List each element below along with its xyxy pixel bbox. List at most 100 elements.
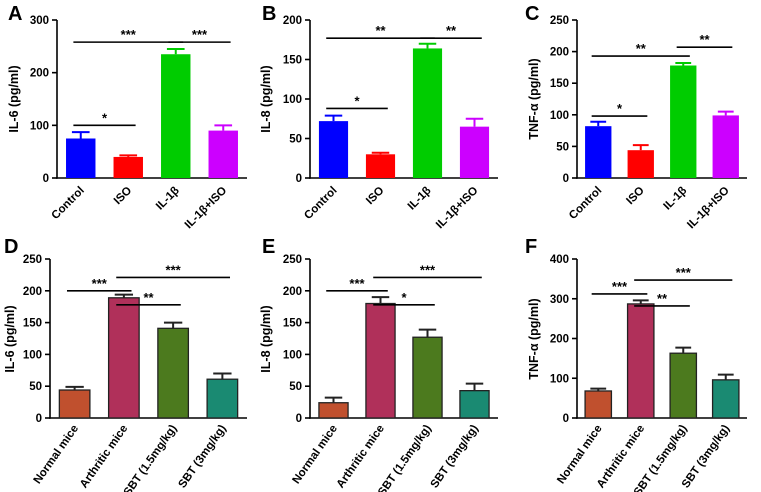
- significance-label: **: [375, 23, 386, 38]
- bar: [318, 402, 349, 419]
- bar: [585, 126, 612, 178]
- bar: [161, 54, 191, 178]
- panel-d: D IL-6 (pg/ml) 0 50 100 150 200 250 Normal miceA…: [3, 236, 247, 492]
- y-axis-label: IL-6 (pg/ml): [3, 305, 17, 372]
- panel-letter: E: [262, 236, 275, 258]
- bar: [584, 390, 613, 419]
- significance-label: ***: [612, 279, 628, 294]
- bar: [670, 65, 697, 178]
- panel-letter: D: [4, 236, 18, 258]
- x-category-label: SBT (1.5mg/kg): [376, 423, 434, 492]
- significance-label: ***: [192, 27, 208, 42]
- y-tick-label: 100: [283, 94, 302, 106]
- y-tick-label: 0: [563, 413, 569, 425]
- x-category-label: IL-1β: [154, 185, 182, 213]
- significance-label: ***: [121, 27, 137, 42]
- significance-label: *: [102, 110, 108, 125]
- panel-letter: F: [525, 236, 537, 258]
- bar: [107, 297, 140, 419]
- y-tick-label: 100: [23, 349, 42, 361]
- panel-b: B IL-8 (pg/ml) 0 50 100 150 200 Control ISO IL-1β…: [259, 3, 498, 231]
- y-tick-label: 200: [550, 47, 569, 59]
- y-tick-label: 300: [550, 294, 569, 306]
- bar: [412, 48, 443, 178]
- y-tick-label: 150: [283, 55, 302, 67]
- significance-label: ***: [676, 265, 692, 280]
- y-tick-label: 200: [30, 68, 49, 80]
- y-tick-label: 0: [43, 173, 49, 185]
- y-tick-label: 100: [550, 373, 569, 385]
- y-axis-label: IL-8 (pg/ml): [259, 305, 273, 372]
- significance-label: ***: [349, 276, 365, 291]
- bar: [711, 379, 740, 419]
- bar: [58, 389, 91, 419]
- x-category-label: IL-1β+ISO: [685, 185, 732, 232]
- y-tick-label: 0: [296, 173, 302, 185]
- x-category-label: Control: [567, 185, 604, 222]
- bar: [365, 154, 396, 178]
- significance-label: **: [446, 23, 457, 38]
- x-category-label: ISO: [112, 185, 135, 208]
- x-category-label: Control: [49, 185, 86, 222]
- y-tick-label: 0: [563, 173, 569, 185]
- bar: [318, 121, 349, 178]
- significance-label: **: [636, 41, 647, 56]
- bar: [627, 150, 654, 178]
- y-axis-label: TNF-α (pg/ml): [527, 298, 541, 379]
- bar: [66, 138, 96, 178]
- x-category-label: SBT (3mg/kg): [176, 423, 228, 491]
- bar: [206, 378, 239, 419]
- x-category-label: SBT (1.5mg/kg): [122, 423, 180, 492]
- significance-label: ***: [166, 262, 182, 277]
- y-tick-label: 150: [23, 318, 42, 330]
- x-category-label: Normal mice: [32, 423, 81, 486]
- y-tick-label: 50: [289, 381, 302, 393]
- x-category-label: SBT (3mg/kg): [680, 423, 732, 491]
- bar: [365, 302, 396, 419]
- x-category-label: IL-1β: [406, 185, 434, 213]
- y-tick-label: 250: [283, 254, 302, 266]
- x-category-label: Arthritic mice: [78, 423, 130, 491]
- y-tick-label: 300: [30, 15, 49, 27]
- bar: [157, 327, 190, 419]
- y-tick-label: 150: [550, 78, 569, 90]
- panel-c: C TNF-α (pg/ml) 0 50 100 150 200 250 Control ISO I…: [525, 3, 747, 231]
- significance-label: ***: [420, 262, 436, 277]
- y-axis-label: IL-6 (pg/ml): [7, 65, 21, 132]
- x-category-label: ISO: [624, 185, 647, 208]
- significance-label: **: [143, 290, 154, 305]
- x-category-label: IL-1β+ISO: [183, 185, 230, 232]
- y-tick-label: 50: [556, 141, 569, 153]
- y-tick-label: 400: [550, 254, 569, 266]
- y-tick-label: 0: [296, 413, 302, 425]
- x-category-label: SBT (3mg/kg): [429, 423, 481, 491]
- significance-label: **: [657, 291, 668, 306]
- x-category-label: Control: [302, 185, 339, 222]
- significance-label: **: [699, 32, 710, 47]
- bar: [208, 130, 238, 178]
- y-axis-label: TNF-α (pg/ml): [527, 58, 541, 139]
- significance-label: ***: [92, 276, 108, 291]
- y-tick-label: 200: [23, 286, 42, 298]
- panel-letter: A: [8, 3, 22, 25]
- bar: [669, 352, 698, 419]
- panel-e: E IL-8 (pg/ml) 0 50 100 150 200 250 Normal miceA…: [259, 236, 498, 492]
- y-tick-label: 200: [550, 334, 569, 346]
- significance-label: *: [401, 290, 407, 305]
- panel-a: A IL-6 (pg/ml) 0 100 200 300 Control ISO IL-1β IL…: [7, 3, 247, 231]
- y-tick-label: 250: [550, 15, 569, 27]
- bar: [626, 303, 655, 419]
- y-tick-label: 250: [23, 254, 42, 266]
- x-category-label: Arthritic mice: [335, 423, 387, 491]
- bar: [459, 390, 490, 419]
- bar: [459, 126, 490, 178]
- x-category-label: Normal mice: [555, 423, 604, 486]
- y-tick-label: 100: [30, 120, 49, 132]
- y-tick-label: 200: [283, 15, 302, 27]
- y-tick-label: 200: [283, 286, 302, 298]
- y-tick-label: 50: [29, 381, 42, 393]
- bar: [113, 156, 143, 178]
- y-axis-label: IL-8 (pg/ml): [259, 65, 273, 132]
